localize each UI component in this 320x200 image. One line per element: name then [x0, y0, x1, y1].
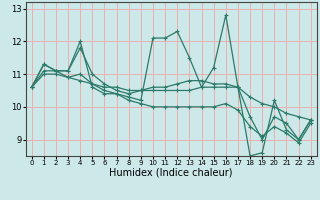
X-axis label: Humidex (Indice chaleur): Humidex (Indice chaleur)	[109, 168, 233, 178]
